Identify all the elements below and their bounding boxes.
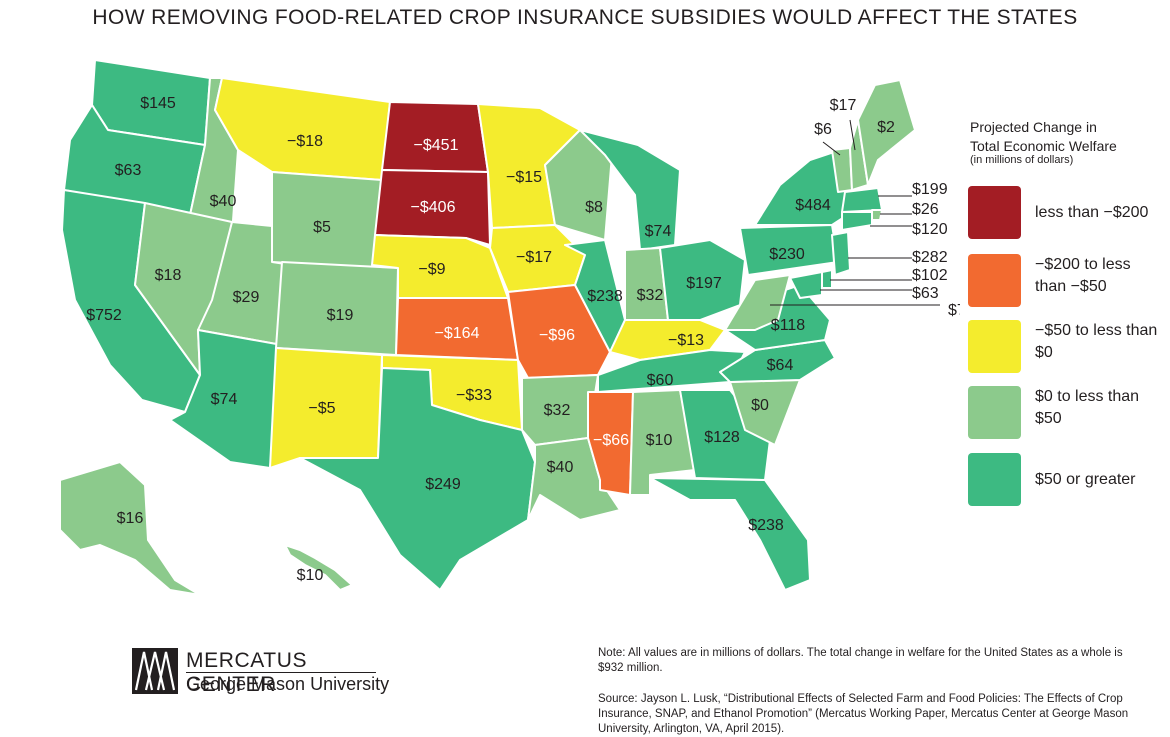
legend-swatch [968, 186, 1021, 239]
state-value-ri: $26 [912, 201, 939, 218]
state-value-wy: $5 [313, 219, 331, 236]
legend-item-orange: −$200 to less than −$50 [968, 254, 1168, 310]
state-value-ak: $16 [117, 510, 144, 527]
mercatus-center-logo: MERCATUS CENTER George Mason University [132, 648, 392, 696]
state-value-fl: $238 [748, 517, 784, 534]
logo-divider [186, 672, 376, 673]
state-value-hi: $10 [297, 567, 324, 584]
state-value-pa: $230 [769, 246, 805, 263]
legend-item-yellow: −$50 to less than $0 [968, 320, 1168, 376]
state-wi [544, 129, 613, 241]
state-md [789, 271, 823, 299]
state-value-ny: $484 [795, 197, 831, 214]
state-mt [214, 77, 391, 181]
leader-line-nh [849, 119, 856, 151]
state-value-nj: $282 [912, 249, 948, 266]
state-value-oh: $197 [686, 275, 722, 292]
state-value-tn: $60 [647, 372, 674, 389]
state-ct [841, 211, 873, 231]
state-value-co: $19 [327, 307, 354, 324]
source-text: Source: Jayson L. Lusk, “Distributional … [598, 693, 1129, 735]
state-wv [724, 274, 791, 331]
note-text: Note: All values are in millions of doll… [598, 647, 1123, 674]
legend-label: less than −$200 [1035, 204, 1149, 221]
legend-item-dark-red: less than −$200 [968, 186, 1168, 242]
state-value-il: $238 [587, 288, 623, 305]
state-ak [59, 461, 201, 596]
state-value-ky: −$13 [668, 332, 704, 349]
state-value-nc: $64 [767, 357, 794, 374]
state-value-or: $63 [115, 162, 142, 179]
state-value-tx: $249 [425, 476, 461, 493]
map-title: HOW REMOVING FOOD-RELATED CROP INSURANCE… [92, 6, 1078, 29]
state-value-vt: $6 [814, 121, 832, 138]
state-value-wa: $145 [140, 95, 176, 112]
legend-subtitle: (in millions of dollars) [970, 154, 1074, 166]
state-value-nm: −$5 [308, 400, 335, 417]
state-nj [831, 231, 851, 276]
state-value-ct: $120 [912, 221, 948, 238]
state-value-in: $32 [637, 287, 664, 304]
legend-label: −$50 to less than $0 [1035, 322, 1158, 361]
state-de [821, 269, 833, 289]
us-states-map: $145 $63 $752 $40 $18 −$18 $5 $29 $74 $19 −$5 −$451… [59, 59, 960, 596]
legend-item-green: $50 or greater [968, 453, 1168, 509]
state-value-wi: $8 [585, 199, 603, 216]
state-value-nd: −$451 [414, 137, 459, 154]
state-me [857, 79, 916, 186]
legend-item-light-green: $0 to less than $50 [968, 386, 1168, 442]
state-value-ca: $752 [86, 307, 122, 324]
state-value-ma: $199 [912, 181, 948, 198]
state-value-sd: −$406 [411, 199, 456, 216]
state-value-me: $2 [877, 119, 895, 136]
state-value-ut: $29 [233, 289, 260, 306]
state-value-ar: $32 [544, 402, 571, 419]
state-value-ne: −$9 [418, 261, 445, 278]
legend-swatch [968, 320, 1021, 373]
state-value-ms: −$66 [593, 432, 629, 449]
state-tx [299, 367, 536, 591]
state-fl [649, 477, 811, 591]
leader-line-vt [822, 141, 841, 156]
state-value-mi: $74 [645, 223, 672, 240]
state-ri [871, 209, 883, 221]
legend-swatch [968, 453, 1021, 506]
state-value-al: $10 [646, 432, 673, 449]
state-value-sc: $0 [751, 397, 769, 414]
state-value-la: $40 [547, 459, 574, 476]
state-hi [284, 544, 353, 591]
state-value-de: $102 [912, 267, 948, 284]
state-value-ok: −$33 [456, 387, 492, 404]
state-value-nv: $18 [155, 267, 182, 284]
legend-label: −$200 to less than −$50 [1035, 256, 1131, 295]
state-value-az: $74 [211, 391, 238, 408]
legend-title: Projected Change in Total Economic Welfa… [970, 118, 1117, 156]
state-ma [841, 187, 883, 213]
state-value-wv: $7 [948, 302, 960, 319]
logo-university: George Mason University [186, 674, 390, 694]
state-value-nh: $17 [830, 97, 857, 114]
state-value-mo: −$96 [539, 327, 575, 344]
legend-title-line1: Projected Change in [970, 119, 1097, 135]
state-value-md: $63 [912, 285, 939, 302]
logo-name: MERCATUS CENTER [186, 649, 308, 696]
legend-label: $0 to less than $50 [1035, 388, 1140, 427]
state-value-ga: $128 [704, 429, 740, 446]
state-value-mn: −$15 [506, 169, 542, 186]
state-value-mt: −$18 [287, 133, 323, 150]
state-value-id: $40 [210, 193, 237, 210]
legend-label: $50 or greater [1035, 471, 1136, 488]
legend-swatch [968, 254, 1021, 307]
state-value-va: $118 [771, 317, 806, 334]
state-sd [374, 169, 491, 246]
legend-title-line2: Total Economic Welfare [970, 138, 1117, 154]
legend-swatch [968, 386, 1021, 439]
logo-mark-icon [132, 648, 178, 694]
state-value-ia: −$17 [516, 249, 552, 266]
state-value-ks: −$164 [435, 325, 480, 342]
